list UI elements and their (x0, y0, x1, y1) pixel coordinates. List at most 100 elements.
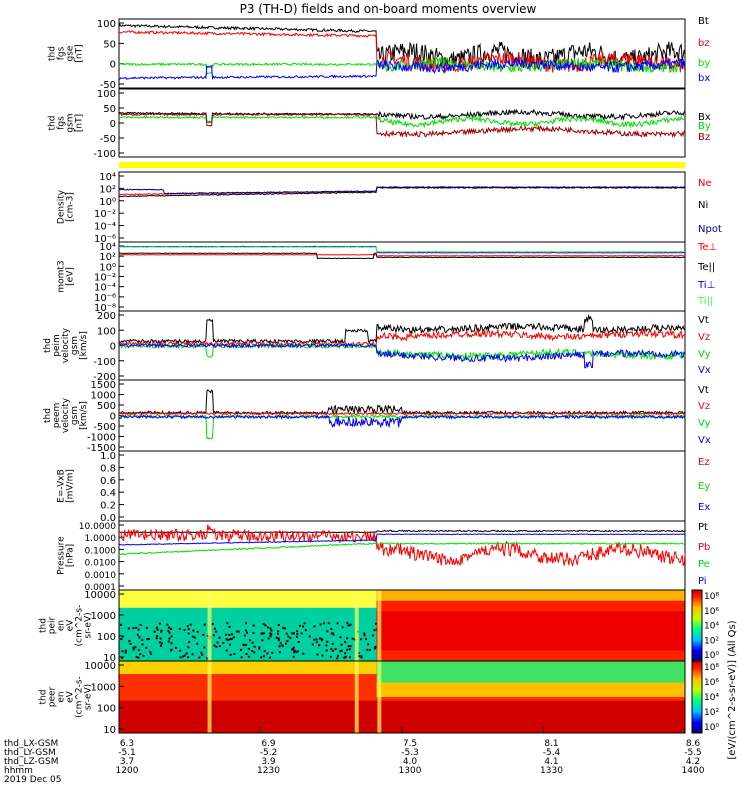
y-axis-label: en (57, 691, 67, 702)
legend-entry: Ey (698, 481, 710, 492)
y-tick-label: 10⁴ (99, 172, 116, 183)
spectro-dot (266, 652, 269, 655)
spectro-dot (235, 630, 238, 633)
spectro-dot (245, 631, 248, 634)
x-tick-label: -5.5 (684, 748, 702, 758)
spectro-dot (166, 623, 169, 626)
x-tick-label: 1400 (682, 766, 705, 776)
spectro-dot (375, 622, 378, 625)
spectro-dot (129, 642, 132, 645)
spectro-dot (185, 652, 188, 655)
x-axis-table: thd_LX-GSM 6.3 6.9 7.5 8.1 8.6 thd_LY-GSM -5.1 -… (4, 739, 705, 785)
spectro-dot (218, 636, 221, 639)
spectro-dot (258, 647, 261, 650)
spectro-dot (321, 638, 324, 641)
spectro-dot (266, 626, 269, 629)
spectro-dot (222, 641, 225, 644)
spectro-band (119, 590, 377, 608)
spectro-dot (215, 645, 218, 648)
spectro-dot (137, 649, 140, 652)
colorbar (691, 660, 703, 734)
y-tick-label: 10⁻⁴ (94, 283, 116, 294)
spectro-dot (341, 626, 344, 629)
y-axis-label: peer (48, 686, 58, 707)
colorbar-tick-label: 10² (704, 636, 719, 646)
spectro-dot (187, 646, 190, 649)
spectro-dot (134, 646, 137, 649)
spectro-dot (303, 622, 306, 625)
spectro-dot (159, 641, 162, 644)
spectro-dot (371, 634, 374, 637)
y-tick-label: -200 (93, 372, 116, 383)
spectro-dot (155, 637, 158, 640)
spectro-dot (260, 656, 263, 659)
spectro-dot (330, 632, 333, 635)
spectro-dot (339, 650, 342, 653)
spectro-dot (325, 649, 328, 652)
spectro-dot (132, 626, 135, 629)
y-tick-label: 1000 (91, 682, 116, 693)
spectro-dot (264, 624, 267, 627)
legend-entry: By (698, 121, 711, 132)
spectro-dot (292, 632, 295, 635)
y-tick-label: 100 (97, 89, 116, 100)
y-tick-label: 50 (103, 104, 116, 115)
spectro-dot (321, 654, 324, 657)
y-axis-label: [km/s] (79, 401, 89, 430)
series-line (118, 533, 686, 546)
spectro-dot (252, 632, 255, 635)
spectro-dot (349, 645, 352, 648)
spectro-dot (279, 642, 282, 645)
spectro-dot (367, 643, 370, 646)
spectro-dot (260, 632, 263, 635)
spectro-dot (271, 651, 274, 654)
panel-frame (118, 171, 686, 243)
spectro-band (376, 590, 685, 601)
y-axis-label: peem (52, 403, 62, 429)
spectro-dot (178, 627, 181, 630)
spectro-dot (351, 637, 354, 640)
legend-entry: Ne (698, 178, 712, 189)
spectro-dot (344, 640, 347, 643)
panel-p10: 10000 1000 100 10 thd peer en eV (cm^2-s-sr-eV) (39, 660, 686, 736)
spectro-dot (281, 645, 284, 648)
spectro-dot (169, 627, 172, 630)
spectro-dot (159, 644, 162, 647)
spectro-dot (325, 644, 328, 647)
y-tick-label: -500 (93, 422, 116, 433)
spectro-dot (237, 630, 240, 633)
spectro-dot (139, 623, 142, 626)
spectro-dot (225, 633, 228, 636)
y-axis-label: thd (43, 338, 53, 353)
spectro-dot (357, 655, 360, 658)
x-tick-label: 3.7 (120, 757, 134, 767)
spectro-dot (304, 629, 307, 632)
y-tick-label: 10⁻² (94, 273, 116, 284)
spectro-dot (308, 635, 311, 638)
legend-entry: bx (698, 73, 710, 84)
y-tick-label: -1500 (87, 443, 116, 454)
legend-entry: Vx (698, 435, 711, 446)
y-tick-label: 0.6 (100, 476, 116, 487)
spectro-dot (277, 637, 280, 640)
legend-entry: Vz (698, 332, 710, 343)
legend-entry: by (698, 58, 710, 69)
spectro-dot (179, 656, 182, 659)
spectro-dot (251, 641, 254, 644)
spectro-dot (127, 627, 130, 630)
spectro-dot (293, 651, 296, 654)
spectro-dot (120, 623, 123, 626)
y-tick-label: 10⁰ (99, 262, 116, 273)
spectro-dot (292, 655, 295, 658)
spectro-dot (213, 644, 216, 647)
y-tick-label: 0 (110, 412, 116, 423)
spectro-dot (296, 650, 299, 653)
spectro-dot (300, 632, 303, 635)
y-axis-label: [km/s] (79, 331, 89, 360)
spectro-dot (128, 640, 131, 643)
panel-p9: 10000 1000 100 10 thd peir en eV (cm^2-s-sr-eV) (39, 589, 686, 664)
spectro-dot (270, 629, 273, 632)
spectro-feature (207, 590, 212, 661)
x-tick-label: 4.1 (544, 757, 558, 767)
